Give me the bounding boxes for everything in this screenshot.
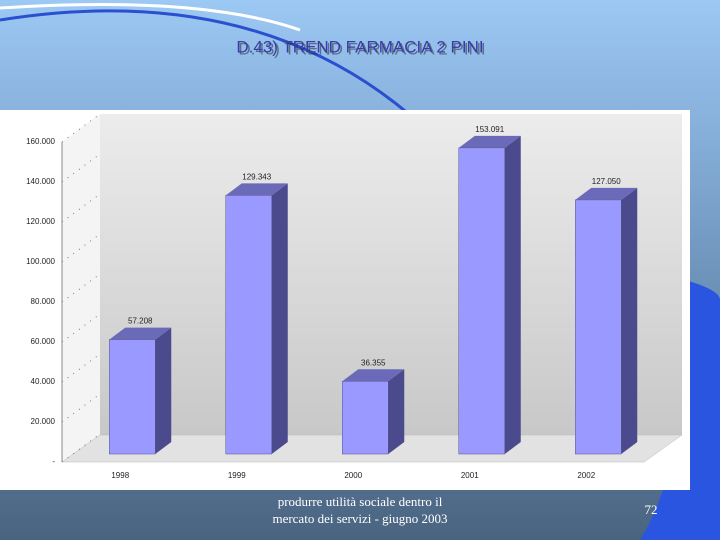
bar: [575, 199, 622, 455]
data-label: 129.343: [242, 172, 271, 181]
bar-top: [225, 183, 288, 196]
grid-line: [61, 313, 101, 343]
x-tick-label: 1999: [228, 471, 246, 480]
grid-line: [61, 353, 101, 383]
data-label: 57.208: [128, 317, 153, 326]
decor-arc: [0, 9, 411, 117]
grid-line: [61, 273, 101, 303]
grid-line: [61, 433, 101, 463]
decor-arc: [0, 2, 301, 32]
bar-side: [388, 369, 405, 454]
footer: produrre utilità sociale dentro il: [278, 494, 443, 509]
y-tick-label: -: [52, 457, 55, 466]
chart-title: D.43) TREND FARMACIA 2 PINI: [236, 37, 483, 56]
grid-line: [61, 233, 101, 263]
bar-top: [342, 369, 405, 382]
y-tick-label: 120.000: [26, 217, 55, 226]
footer: mercato dei servizi - giugno 2003: [272, 511, 447, 526]
bar: [225, 195, 272, 455]
bar-top: [575, 187, 638, 200]
x-tick-label: 2001: [461, 471, 479, 480]
y-tick-label: 140.000: [26, 177, 55, 186]
side-wall: [62, 114, 100, 462]
bar-side: [504, 135, 521, 454]
grid-line: [61, 113, 101, 143]
chart-title-shadow: D.43) TREND FARMACIA 2 PINI: [238, 39, 485, 58]
bar-side: [155, 327, 172, 454]
data-label: 127.050: [592, 177, 621, 186]
y-tick-label: 100.000: [26, 257, 55, 266]
bar: [342, 381, 389, 455]
y-tick-label: 160.000: [26, 137, 55, 146]
y-tick-label: 20.000: [31, 417, 56, 426]
x-tick-label: 1998: [111, 471, 129, 480]
bar-side: [271, 183, 288, 454]
grid-line: [61, 153, 101, 183]
bar-top: [109, 327, 172, 340]
data-label: 153.091: [475, 125, 504, 134]
x-tick-label: 2002: [577, 471, 595, 480]
bar-side: [621, 187, 638, 454]
data-label: 36.355: [361, 358, 386, 367]
page-number: 72: [645, 502, 658, 517]
bar-top: [458, 135, 521, 148]
grid-line: [61, 393, 101, 423]
y-tick-label: 40.000: [31, 377, 56, 386]
y-tick-label: 60.000: [31, 337, 56, 346]
bar: [109, 339, 156, 455]
y-tick-label: 80.000: [31, 297, 56, 306]
bar: [458, 147, 505, 455]
grid-line: [61, 193, 101, 223]
x-tick-label: 2000: [344, 471, 362, 480]
